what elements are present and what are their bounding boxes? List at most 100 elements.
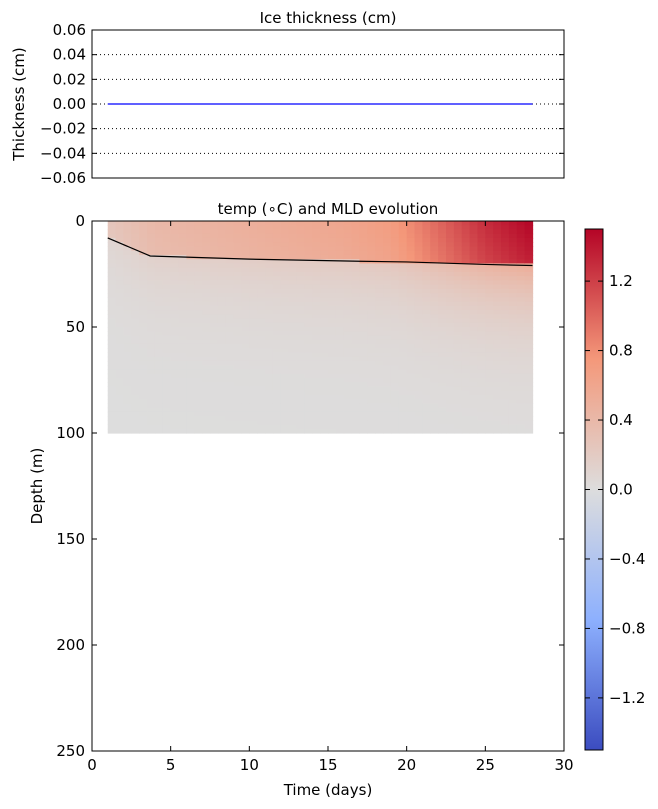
heatmap-cell	[162, 305, 172, 311]
heatmap-cell	[446, 335, 455, 341]
heatmap-cell	[147, 237, 156, 243]
heatmap-cell	[202, 394, 211, 400]
heatmap-cell	[249, 407, 258, 413]
heatmap-cell	[139, 365, 148, 370]
heatmap-cell	[170, 335, 180, 341]
heatmap-cell	[430, 411, 439, 417]
heatmap-cell	[288, 259, 298, 264]
heatmap-cell	[493, 416, 502, 421]
heatmap-cell	[170, 259, 180, 264]
heatmap-cell	[383, 403, 392, 409]
heatmap-cell	[280, 288, 290, 294]
heatmap-cell	[154, 267, 164, 273]
heatmap-cell	[210, 237, 219, 243]
heatmap-cell	[233, 250, 243, 256]
heatmap-cell	[280, 284, 290, 290]
heatmap-cell	[272, 314, 282, 320]
heatmap-cell	[414, 284, 423, 290]
heatmap-cell	[516, 377, 526, 383]
heatmap-cell	[383, 322, 392, 328]
heatmap-cell	[312, 382, 321, 387]
heatmap-cell	[217, 280, 227, 286]
heatmap-cell	[265, 310, 274, 315]
heatmap-cell	[328, 237, 337, 243]
heatmap-cell	[493, 250, 502, 256]
heatmap-cell	[438, 373, 447, 379]
heatmap-cell	[351, 237, 361, 243]
heatmap-cell	[304, 365, 313, 370]
heatmap-cell	[516, 225, 526, 231]
heatmap-cell	[406, 394, 416, 400]
heatmap-cell	[430, 221, 439, 226]
heatmap-cell	[272, 390, 282, 396]
heatmap-cell	[280, 221, 290, 226]
heatmap-cell	[493, 327, 502, 332]
heatmap-cell	[147, 314, 156, 320]
heatmap-cell	[272, 221, 282, 226]
heatmap-cell	[304, 373, 313, 379]
heatmap-cell	[202, 233, 211, 239]
heatmap-cell	[398, 343, 408, 349]
heatmap-cell	[154, 365, 164, 370]
heatmap-cell	[469, 284, 479, 290]
heatmap-cell	[422, 339, 431, 345]
heatmap-cell	[210, 229, 219, 235]
heatmap-cell	[312, 356, 321, 362]
heatmap-cell	[249, 339, 258, 345]
heatmap-cell	[501, 327, 510, 332]
heatmap-cell	[249, 318, 258, 324]
heatmap-cell	[202, 327, 211, 332]
heatmap-cell	[233, 280, 243, 286]
heatmap-cell	[508, 382, 518, 387]
heatmap-cell	[335, 225, 345, 231]
heatmap-cell	[398, 377, 408, 383]
heatmap-x-tick-label: 0	[87, 756, 97, 774]
heatmap-cell	[131, 229, 140, 235]
heatmap-cell	[107, 365, 117, 370]
heatmap-cell	[147, 390, 156, 396]
heatmap-cell	[493, 280, 502, 286]
heatmap-cell	[170, 373, 180, 379]
heatmap-cell	[288, 399, 298, 404]
heatmap-cell	[304, 386, 313, 392]
heatmap-cell	[446, 293, 455, 298]
heatmap-cell	[430, 394, 439, 400]
heatmap-cell	[296, 428, 305, 434]
heatmap-cell	[123, 416, 132, 421]
heatmap-cell	[296, 259, 305, 264]
heatmap-cell	[422, 297, 431, 303]
heatmap-cell	[233, 411, 243, 417]
heatmap-cell	[139, 331, 148, 337]
heatmap-cell	[461, 356, 471, 362]
heatmap-cell	[414, 246, 423, 252]
heatmap-cell	[375, 386, 384, 392]
heatmap-cell	[508, 254, 518, 260]
heatmap-cell	[131, 331, 140, 337]
heatmap-cell	[343, 365, 353, 370]
heatmap-cell	[225, 314, 235, 320]
heatmap-cell	[493, 242, 502, 248]
heatmap-cell	[162, 360, 172, 366]
heatmap-cell	[446, 356, 455, 362]
heatmap-cell	[115, 369, 125, 375]
heatmap-cell	[461, 314, 471, 320]
heatmap-cell	[320, 288, 329, 294]
heatmap-cell	[123, 348, 132, 354]
heatmap-cell	[162, 310, 172, 315]
heatmap-cell	[477, 280, 486, 286]
heatmap-cell	[312, 343, 321, 349]
heatmap-cell	[265, 233, 274, 239]
heatmap-cell	[493, 263, 502, 269]
heatmap-cell	[501, 399, 510, 404]
heatmap-cell	[508, 237, 518, 243]
heatmap-cell	[485, 297, 494, 303]
heatmap-cell	[477, 399, 486, 404]
heatmap-cell	[524, 284, 534, 290]
heatmap-cell	[422, 267, 431, 273]
heatmap-cell	[524, 233, 534, 239]
heatmap-cell	[383, 352, 392, 358]
heatmap-cell	[272, 263, 282, 269]
heatmap-cell	[217, 310, 227, 315]
heatmap-cell	[446, 267, 455, 273]
heatmap-cell	[438, 276, 447, 281]
